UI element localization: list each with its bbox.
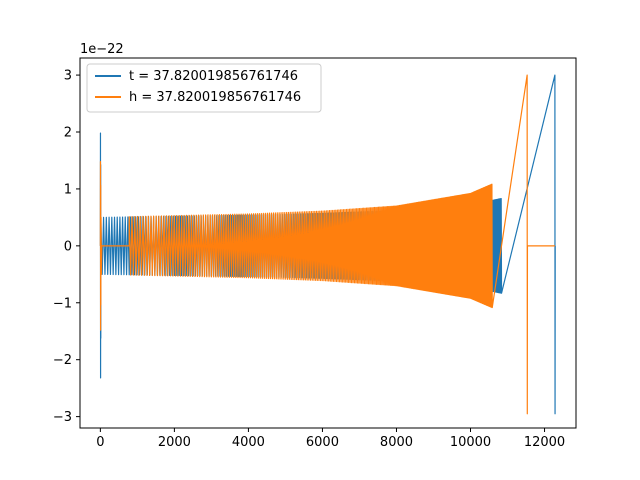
x-tick-label: 0	[96, 435, 104, 450]
x-tick-label: 4000	[232, 435, 265, 450]
y-offset-label: 1e−22	[80, 42, 124, 57]
y-axis-ticks: −3 −2 −1 0 1 2 3	[53, 69, 80, 425]
x-tick-label: 2000	[158, 435, 191, 450]
legend-label-series-1: h = 37.820019856761746	[129, 90, 301, 105]
y-tick-label: 3	[64, 69, 72, 84]
x-tick-label: 10000	[450, 435, 491, 450]
y-tick-label: 0	[64, 239, 72, 254]
series-layer	[99, 74, 556, 415]
x-axis-ticks: 0 2000 4000 6000 8000 10000 12000	[96, 428, 565, 450]
y-tick-label: 1	[64, 182, 72, 197]
legend-box	[86, 63, 322, 113]
legend-label-series-0: t = 37.820019856761746	[129, 69, 298, 84]
x-tick-label: 12000	[524, 435, 565, 450]
legend: t = 37.820019856761746 h = 37.8200198567…	[86, 63, 322, 113]
y-tick-label: −3	[53, 410, 72, 425]
x-tick-label: 8000	[380, 435, 413, 450]
x-tick-label: 6000	[306, 435, 339, 450]
y-tick-label: −2	[53, 353, 72, 368]
axes-frame	[79, 57, 577, 429]
y-tick-label: −1	[53, 296, 72, 311]
y-tick-label: 2	[64, 126, 72, 141]
series-1-line	[99, 74, 555, 415]
